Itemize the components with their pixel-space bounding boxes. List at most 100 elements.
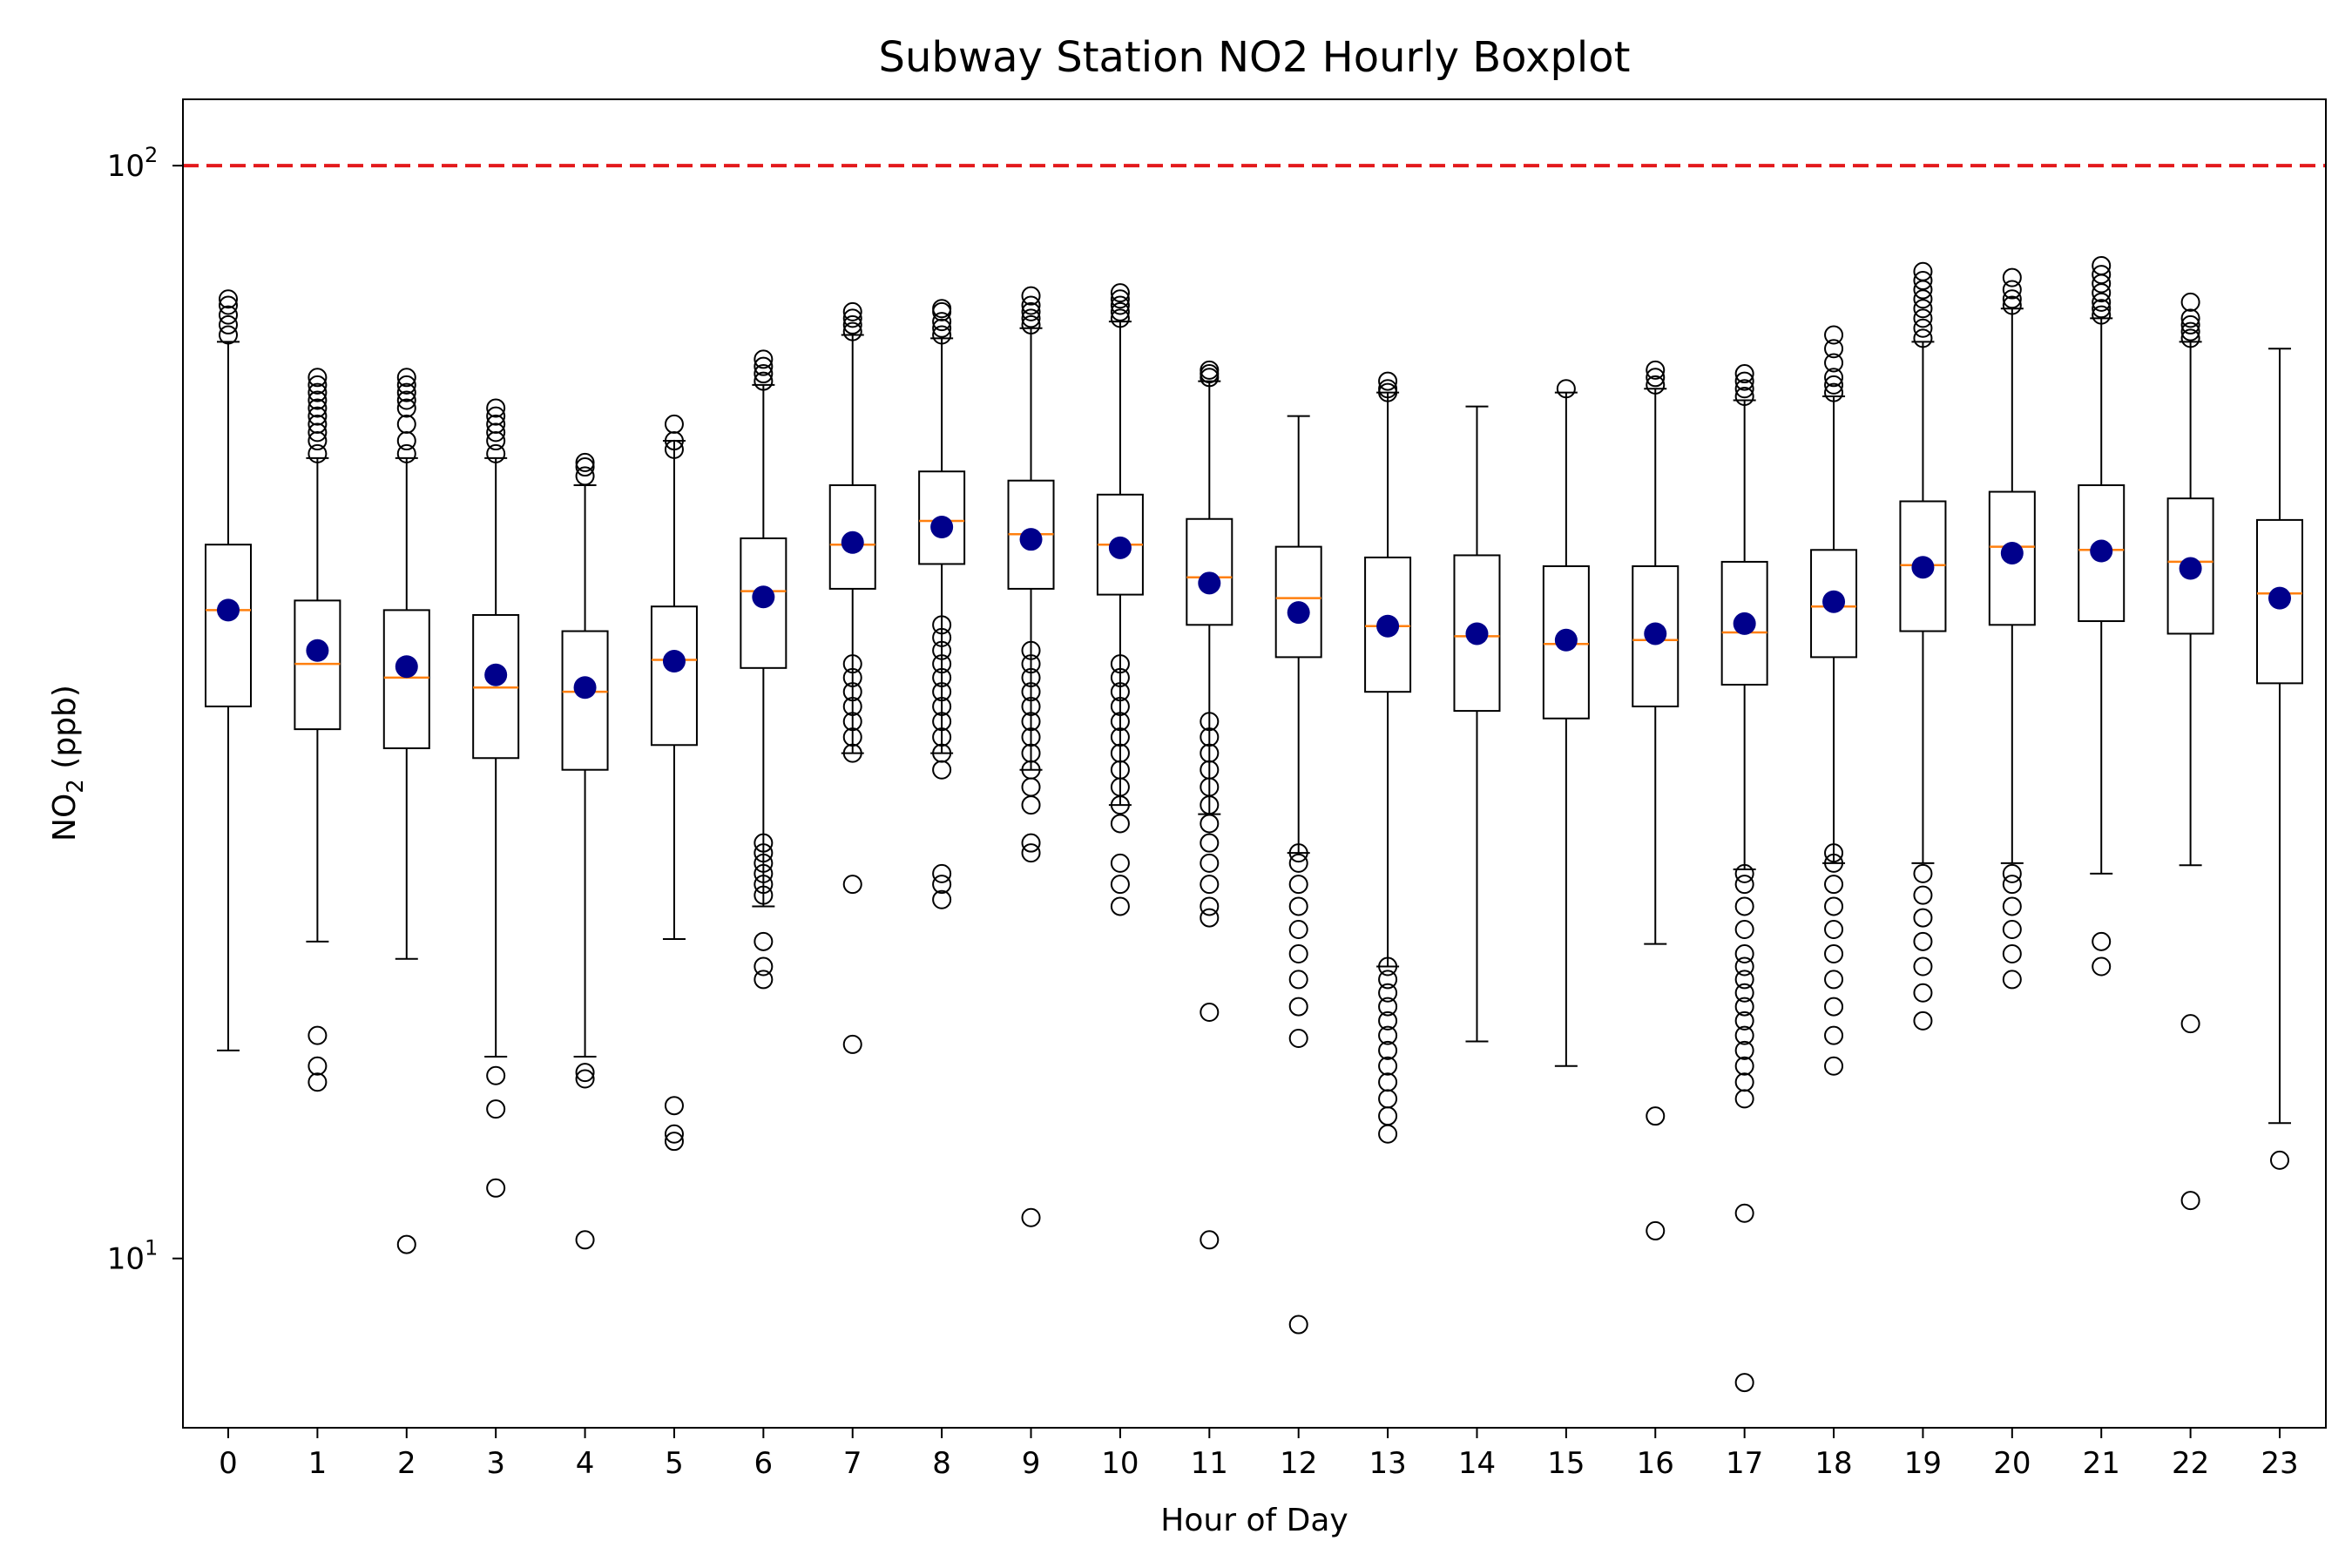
outlier-point [932, 654, 952, 674]
x-tick-label: 4 [576, 1446, 595, 1481]
y-axis-label: NO2 (ppb) [47, 685, 89, 841]
outlier-point [1824, 853, 1844, 873]
outlier-point [1556, 379, 1576, 399]
outlier-point [575, 457, 595, 477]
outlier-point [2180, 321, 2200, 341]
outlier-point [1824, 375, 1844, 395]
outlier-point [1021, 667, 1041, 687]
outlier-point [842, 743, 862, 763]
outlier-point [2002, 267, 2022, 287]
outlier-point [842, 308, 862, 328]
outlier-point [2180, 1191, 2200, 1211]
outlier-point [1110, 853, 1130, 873]
box-hour-0 [205, 289, 252, 1051]
outlier-point [2002, 863, 2022, 883]
outlier-point [1288, 920, 1308, 940]
outlier-point [754, 356, 774, 376]
y-tick-exponent: 1 [145, 1236, 158, 1260]
outlier-point [1288, 943, 1308, 963]
outlier-point [2002, 289, 2022, 309]
mean-marker [841, 531, 864, 554]
outlier-point [1021, 843, 1041, 863]
outlier-point [1378, 997, 1398, 1017]
outlier-point [1646, 1106, 1666, 1126]
outlier-point [486, 443, 506, 463]
outlier-point [396, 382, 416, 402]
outlier-point [1110, 667, 1130, 687]
outlier-point [842, 1034, 862, 1054]
outlier-point [1378, 1072, 1398, 1092]
x-tick-label: 8 [932, 1446, 951, 1481]
outlier-point [1200, 360, 1220, 380]
outlier-point [1110, 814, 1130, 834]
plot-area [183, 164, 2326, 1393]
outlier-point [2002, 920, 2022, 940]
x-axis-label: Hour of Day [1160, 1503, 1348, 1538]
outlier-point [1378, 956, 1398, 977]
box-hour-11 [1186, 360, 1233, 1250]
outlier-point [754, 970, 774, 990]
x-tick-label: 15 [1547, 1446, 1585, 1481]
mean-marker [1019, 528, 1043, 551]
outlier-point [842, 696, 862, 716]
outlier-point [1734, 371, 1754, 391]
outlier-point [1378, 1040, 1398, 1060]
outlier-point [1021, 286, 1041, 306]
outlier-point [2092, 956, 2112, 977]
mean-marker [217, 598, 240, 622]
y-tick-label: 102 [107, 143, 159, 184]
mean-marker [752, 585, 775, 609]
outlier-point [1200, 853, 1220, 873]
outlier-point [1110, 283, 1130, 303]
outlier-point [1646, 368, 1666, 388]
outlier-point [308, 368, 328, 388]
outlier-point [664, 1132, 684, 1152]
outlier-point [932, 667, 952, 687]
x-tick-label: 22 [2172, 1446, 2209, 1481]
x-tick-label: 13 [1369, 1446, 1406, 1481]
outlier-point [308, 414, 328, 434]
box-hour-3 [472, 398, 520, 1198]
outlier-point [1200, 875, 1220, 895]
outlier-point [932, 318, 952, 338]
mean-marker [1644, 622, 1667, 645]
outlier-point [1288, 1315, 1308, 1335]
outlier-point [1913, 983, 1933, 1003]
outlier-point [1288, 843, 1308, 863]
outlier-point [308, 390, 328, 410]
outlier-point [1913, 289, 1933, 309]
outlier-point [2180, 292, 2200, 312]
outlier-point [1378, 382, 1398, 402]
outlier-point [754, 863, 774, 883]
outlier-point [1913, 318, 1933, 338]
x-tick-label: 1 [308, 1446, 328, 1481]
outlier-point [754, 875, 774, 895]
box-hour-18 [1810, 325, 1858, 1076]
chart-title: Subway Station NO2 Hourly Boxplot [879, 33, 1631, 82]
outlier-point [1913, 863, 1933, 883]
outlier-point [486, 422, 506, 443]
outlier-point [754, 843, 774, 863]
outlier-point [1913, 261, 1933, 281]
box-iqr [205, 544, 252, 707]
x-tick-label: 23 [2261, 1446, 2298, 1481]
outlier-point [1021, 640, 1041, 660]
outlier-point [842, 314, 862, 335]
box-hour-13 [1364, 371, 1412, 1144]
outlier-point [1734, 1056, 1754, 1076]
outlier-point [2180, 328, 2200, 348]
outlier-point [396, 443, 416, 463]
outlier-point [1021, 743, 1041, 763]
outlier-point [664, 1124, 684, 1144]
outlier-point [842, 875, 862, 895]
box-hour-16 [1632, 360, 1680, 1240]
outlier-point [754, 931, 774, 951]
outlier-point [664, 1096, 684, 1116]
outlier-point [1021, 295, 1041, 315]
box-hour-20 [1988, 267, 2036, 990]
outlier-point [842, 727, 862, 747]
outlier-point [1110, 301, 1130, 321]
outlier-point [1110, 743, 1130, 763]
box-hour-21 [2078, 255, 2126, 977]
